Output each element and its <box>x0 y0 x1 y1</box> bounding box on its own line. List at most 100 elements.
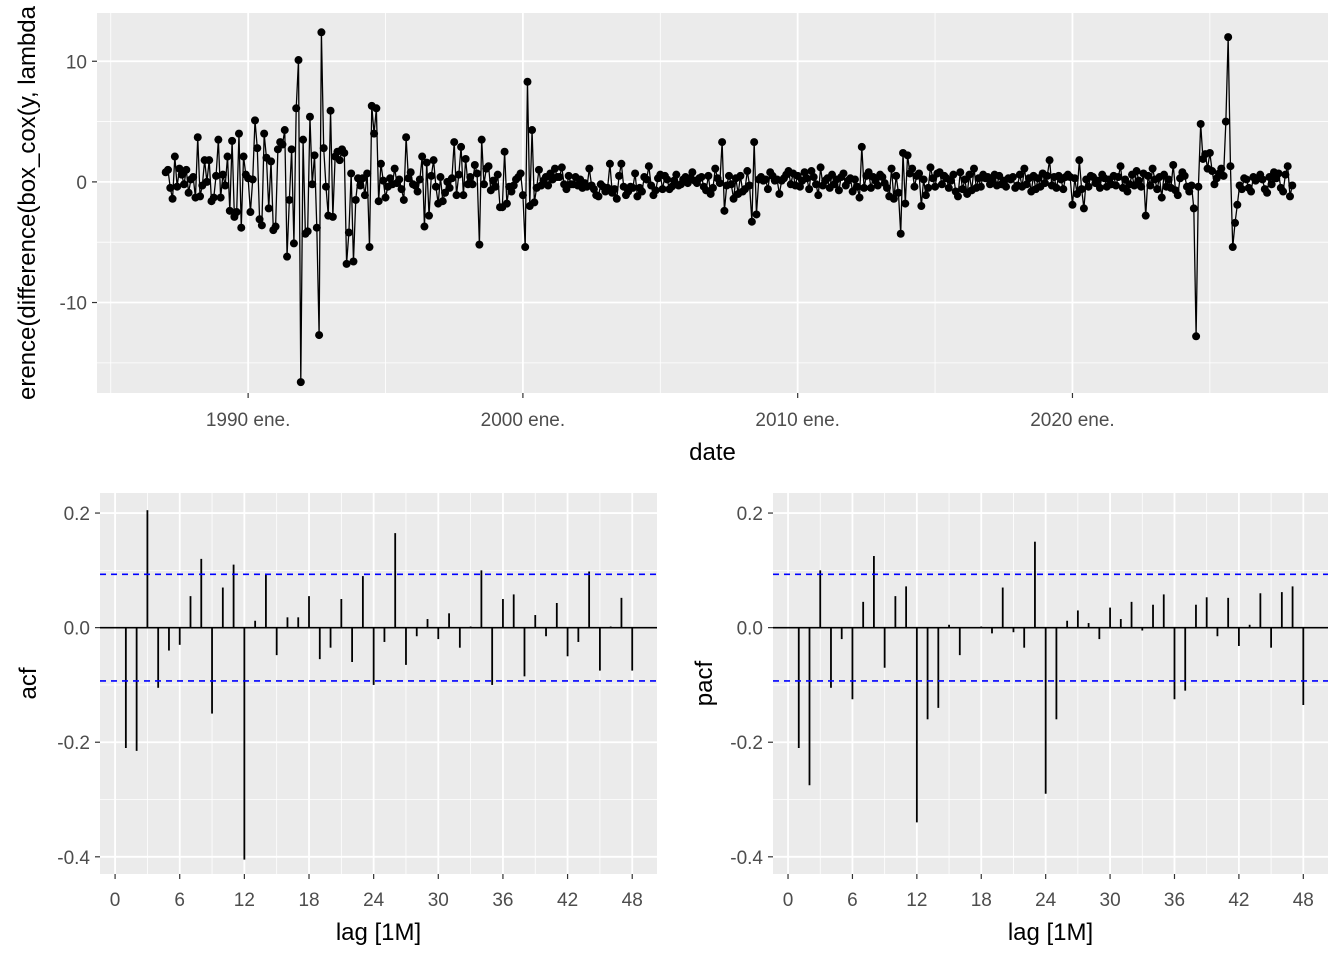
data-point <box>1137 182 1146 191</box>
data-point <box>718 138 727 147</box>
data-point <box>264 204 273 213</box>
data-point <box>534 165 543 174</box>
data-point <box>1217 164 1226 173</box>
data-point <box>557 163 566 172</box>
data-point <box>251 116 259 125</box>
data-point <box>1153 185 1162 194</box>
ts-chart: 1990 ene. 2000 ene. 2010 ene. 2020 ene. -10 0… <box>14 5 1328 466</box>
y-tick-label: -0.4 <box>730 848 763 869</box>
data-point <box>857 142 866 151</box>
data-point <box>342 259 351 268</box>
data-point <box>436 173 445 182</box>
data-point <box>747 217 756 226</box>
data-point <box>516 169 525 178</box>
data-point <box>727 180 736 189</box>
data-point <box>255 215 264 224</box>
data-point <box>205 156 214 165</box>
pacf-chart: 0 6 12 18 24 30 36 42 48 -0.4 -0.2 0.0 0.2 lag [1M] pa… <box>691 493 1328 946</box>
data-point <box>1189 204 1198 213</box>
data-point <box>1052 183 1061 192</box>
data-point <box>475 240 484 249</box>
data-point <box>908 164 917 173</box>
data-point <box>805 185 814 194</box>
data-point <box>218 170 227 179</box>
data-point <box>1288 181 1297 190</box>
data-point <box>947 176 956 185</box>
data-point <box>360 191 369 200</box>
data-point <box>1020 164 1029 173</box>
data-point <box>1146 181 1155 190</box>
data-point <box>1267 180 1276 189</box>
x-tick-label: 36 <box>1164 890 1185 911</box>
data-point <box>585 164 594 173</box>
data-point <box>184 188 193 197</box>
data-point <box>319 144 328 153</box>
data-point <box>425 211 434 220</box>
data-point <box>312 223 321 232</box>
x-tick-label: 2020 ene. <box>1030 410 1115 431</box>
x-tick-label: 12 <box>906 890 927 911</box>
data-point <box>736 171 745 180</box>
data-point <box>328 212 337 221</box>
data-point <box>894 188 903 197</box>
data-point <box>308 180 317 189</box>
data-point <box>761 175 770 184</box>
data-point <box>1194 182 1203 191</box>
data-point <box>422 158 431 167</box>
data-point <box>386 174 395 183</box>
data-point <box>1180 171 1189 180</box>
data-point <box>182 165 191 174</box>
data-point <box>1185 187 1194 196</box>
data-point <box>642 175 651 184</box>
data-point <box>466 173 475 182</box>
x-tick-label: 6 <box>174 890 185 911</box>
x-tick-label: 42 <box>557 890 578 911</box>
data-point <box>807 167 816 176</box>
data-point <box>631 169 640 178</box>
data-point <box>299 135 308 144</box>
data-point <box>1015 170 1024 179</box>
data-point <box>454 170 463 179</box>
data-point <box>1192 332 1201 341</box>
data-point <box>404 174 413 183</box>
data-point <box>715 179 724 188</box>
x-tick-label: 18 <box>971 890 992 911</box>
data-point <box>1068 200 1077 209</box>
data-point <box>344 228 353 237</box>
acf-chart: 0 6 12 18 24 30 36 42 48 -0.4 -0.2 0.0 0.2 lag [1M] ac… <box>15 493 657 946</box>
data-point <box>1219 171 1228 180</box>
data-point <box>850 175 859 184</box>
data-point <box>287 145 296 154</box>
ts-panel-background <box>97 13 1328 393</box>
data-point <box>1132 167 1141 176</box>
y-tick-label: -0.2 <box>730 733 763 754</box>
data-point <box>1285 192 1294 201</box>
data-point <box>802 174 811 183</box>
data-point <box>468 180 477 189</box>
y-tick-label: 0.0 <box>64 619 90 640</box>
data-point <box>637 187 646 196</box>
data-point <box>209 193 218 202</box>
data-point <box>672 170 681 179</box>
data-point <box>1231 218 1240 227</box>
data-point <box>814 191 823 200</box>
data-point <box>901 199 910 208</box>
data-point <box>450 138 459 147</box>
data-point <box>1002 182 1011 191</box>
x-tick-label: 0 <box>783 890 794 911</box>
y-tick-label: -0.2 <box>57 733 90 754</box>
x-tick-label: 24 <box>1035 890 1057 911</box>
data-point <box>418 152 427 161</box>
data-point <box>564 171 573 180</box>
data-point <box>175 164 184 173</box>
data-point <box>1164 175 1173 184</box>
data-point <box>239 152 248 161</box>
data-point <box>892 171 901 180</box>
x-tick-label: 36 <box>492 890 513 911</box>
data-point <box>889 194 898 203</box>
data-point <box>500 147 509 156</box>
data-point <box>594 192 603 201</box>
data-point <box>956 168 965 177</box>
data-point <box>530 198 539 207</box>
data-point <box>953 192 962 201</box>
